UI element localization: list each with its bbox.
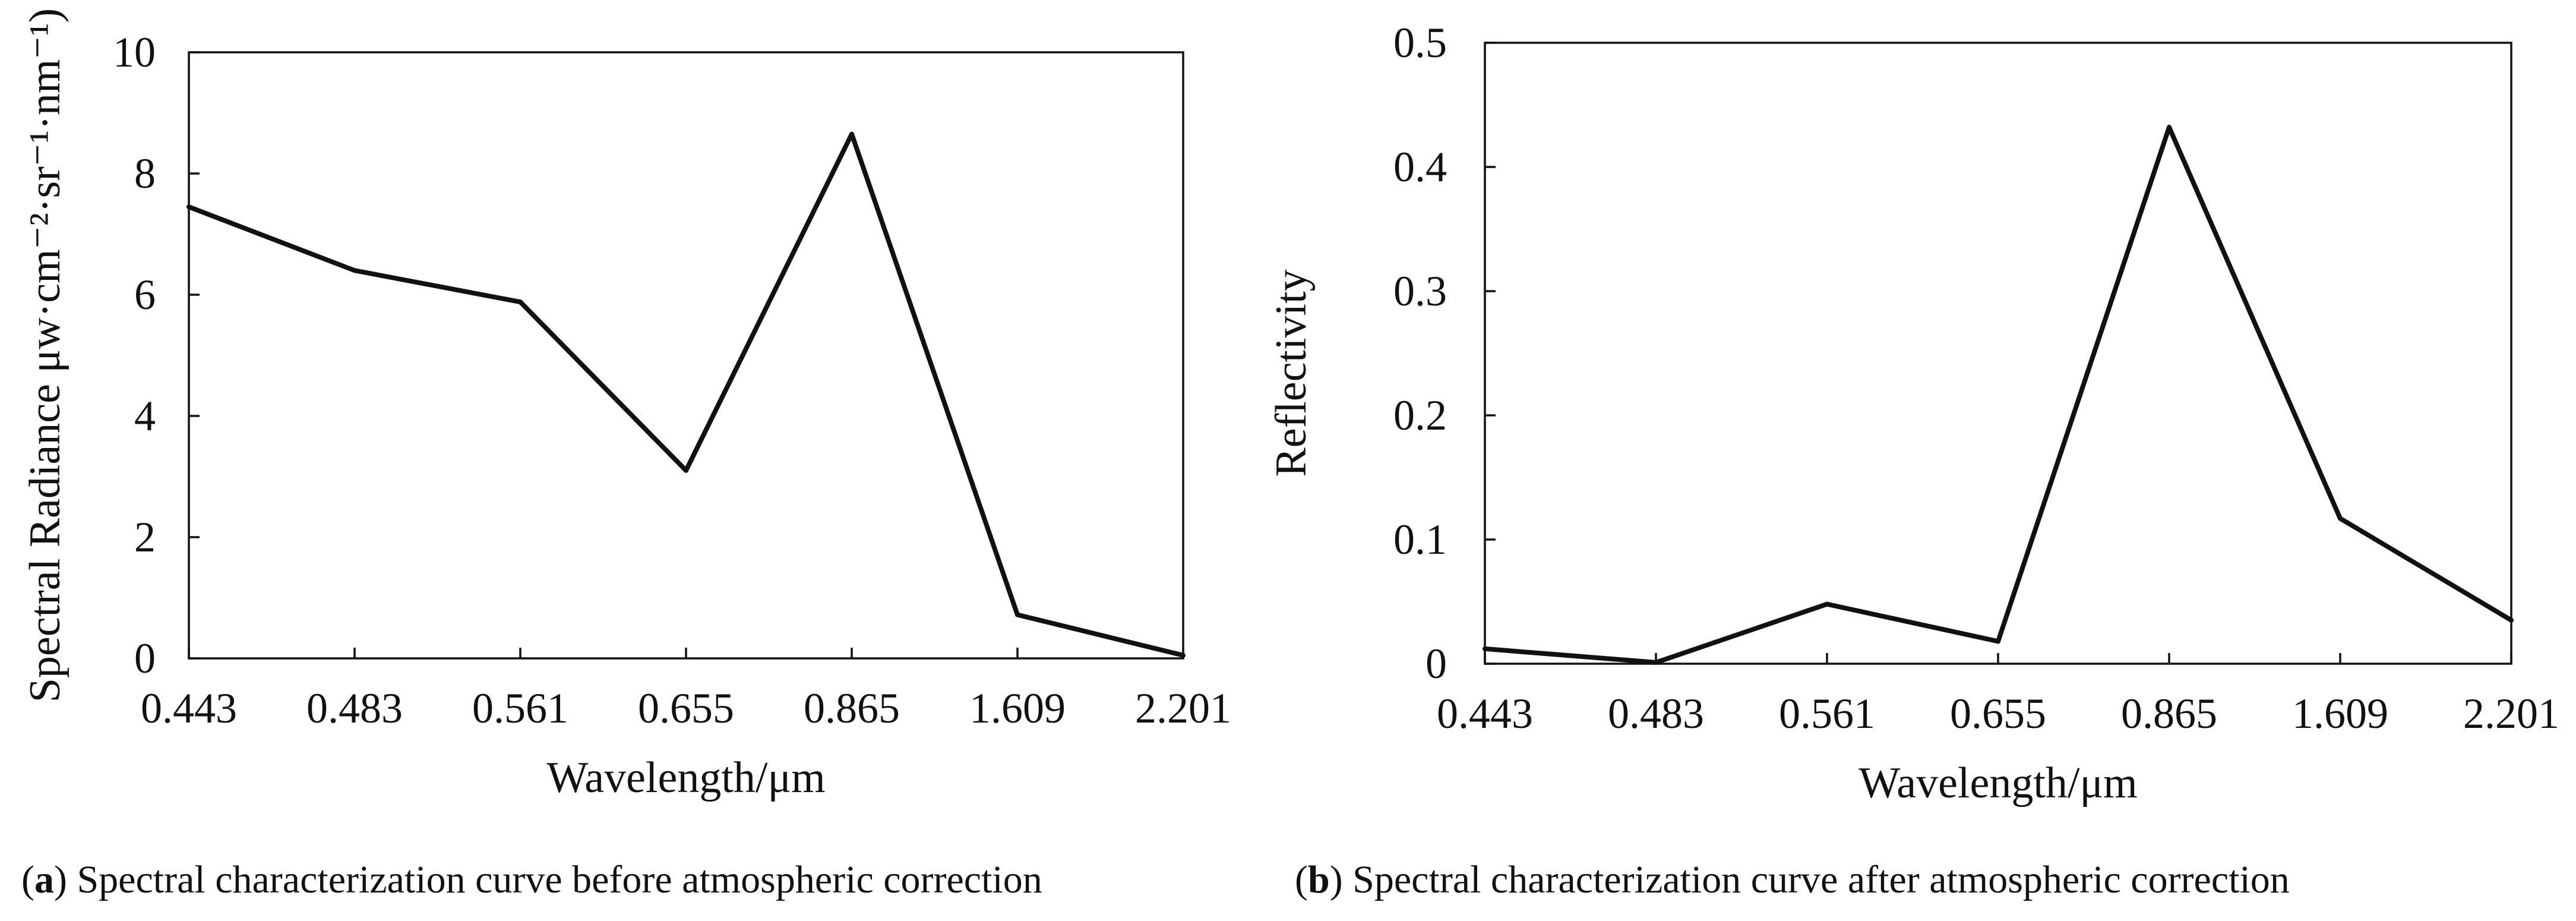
x-axis-title: Wavelength/μm — [546, 753, 825, 802]
data-point — [352, 268, 357, 273]
data-point — [1181, 652, 1186, 658]
x-tick-label: 0.561 — [472, 685, 568, 732]
x-tick-label: 0.443 — [141, 685, 237, 732]
data-point — [1654, 660, 1658, 665]
caption-a-open: ( — [21, 858, 34, 901]
plot-area — [188, 51, 1184, 660]
x-tick-label: 1.609 — [969, 685, 1066, 732]
x-tick-label: 2.201 — [2463, 690, 2559, 737]
data-point — [684, 468, 688, 473]
chart-b: 0 0.1 0.2 0.3 0.4 0.5 0.443 0.483 0.561 0.655 0.86… — [1267, 19, 2559, 808]
data-point — [1015, 612, 1020, 617]
caption-b-letter: b — [1308, 858, 1330, 901]
y-tick-label: 0.5 — [1393, 19, 1447, 67]
data-point — [1996, 639, 2000, 644]
x-tick-label: 2.201 — [1135, 685, 1231, 732]
series-line — [1483, 125, 2514, 665]
data-point — [2509, 617, 2514, 623]
caption-a-text: ) Spectral characterization curve before… — [54, 858, 1042, 901]
y-tick-label: 0 — [1426, 640, 1447, 687]
data-point — [518, 299, 523, 305]
chart-a: 0 2 4 6 8 10 0.443 0.483 0.561 0.655 0.865 1.609 2.2… — [21, 8, 1231, 802]
caption-b-text: ) Spectral characterization curve after … — [1330, 858, 2290, 901]
x-tick-label: 0.655 — [1950, 690, 2046, 737]
plot-area — [1484, 42, 2512, 665]
y-tick-label: 0 — [134, 635, 156, 682]
y-tick-label: 2 — [134, 513, 156, 561]
data-point — [187, 204, 191, 210]
y-tick-label: 0.2 — [1393, 392, 1447, 439]
x-tick-label: 0.865 — [2121, 690, 2217, 737]
caption-b: (b) Spectral characterization curve afte… — [1295, 858, 2290, 901]
caption-a: (a) Spectral characterization curve befo… — [21, 858, 1042, 901]
x-tick-label: 0.865 — [804, 685, 900, 732]
x-tick-label: 0.483 — [306, 685, 403, 732]
y-tick-label: 10 — [113, 29, 156, 76]
y-tick-label: 0.4 — [1393, 143, 1447, 191]
y-tick-label: 0.1 — [1393, 516, 1447, 563]
data-point — [849, 131, 854, 137]
data-point — [2167, 125, 2172, 130]
data-point — [2338, 516, 2343, 521]
x-tick-label: 0.483 — [1608, 690, 1704, 737]
x-tick-label: 0.443 — [1437, 690, 1533, 737]
data-point — [1483, 646, 1487, 651]
y-axis-title: Spectral Radiance μw·cm⁻²·sr⁻¹·nm⁻¹) — [21, 8, 69, 703]
y-tick-label: 4 — [134, 392, 156, 440]
x-tick-label: 1.609 — [2292, 690, 2388, 737]
y-tick-label: 0.3 — [1393, 267, 1447, 315]
y-tick-label: 6 — [134, 271, 156, 318]
x-tick-label: 0.561 — [1779, 690, 1875, 737]
y-tick-label: 8 — [134, 150, 156, 197]
x-tick-label: 0.655 — [638, 685, 734, 732]
caption-b-open: ( — [1295, 858, 1308, 901]
data-point — [1825, 601, 1829, 607]
y-axis-title: Reflectivity — [1267, 269, 1316, 477]
caption-a-letter: a — [34, 858, 54, 901]
series-line — [187, 131, 1186, 658]
x-axis-title: Wavelength/μm — [1858, 759, 2137, 808]
